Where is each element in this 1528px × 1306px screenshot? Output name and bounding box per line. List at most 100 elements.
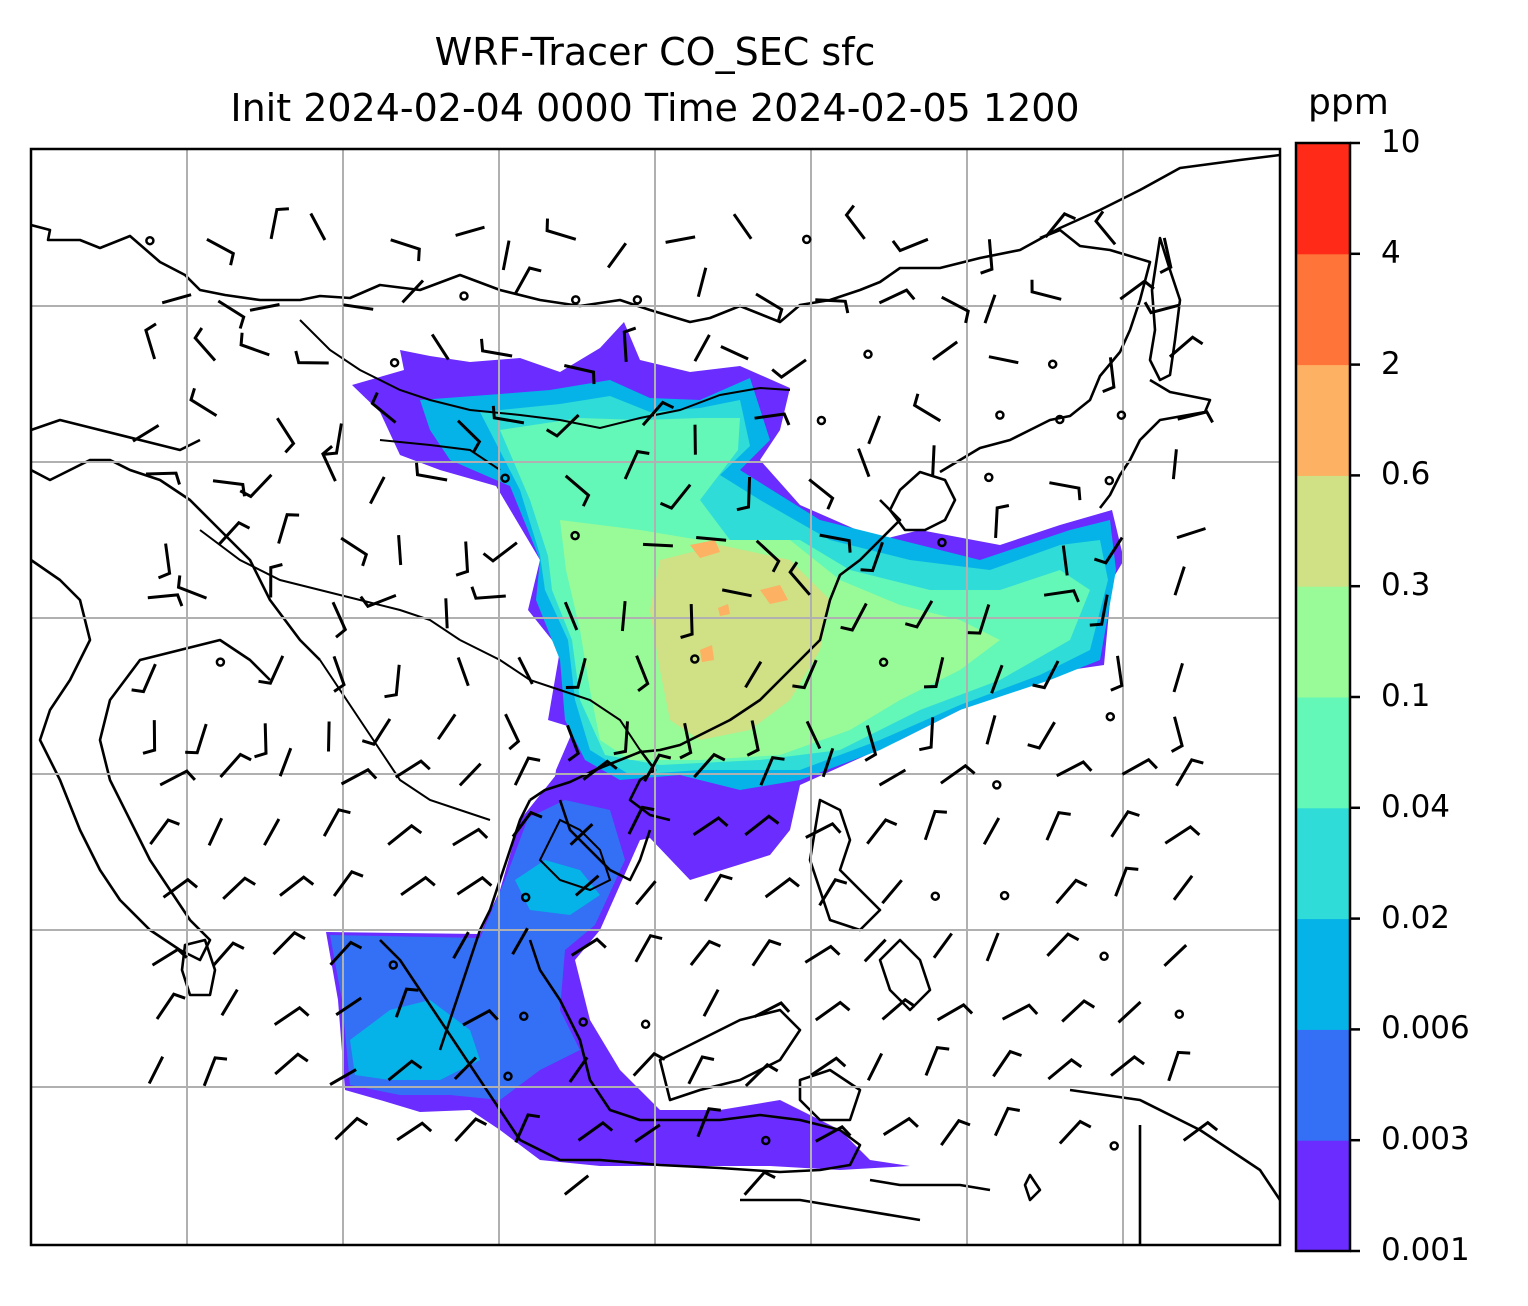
- wind-barb: [632, 1051, 666, 1077]
- wind-barb: [147, 1056, 165, 1085]
- wind-barb: [635, 880, 657, 906]
- wind-barb: [878, 288, 916, 305]
- wind-barb: [444, 598, 449, 629]
- wind-barb: [329, 1068, 357, 1086]
- wind-barb: [635, 655, 650, 692]
- wind-barb: [736, 476, 752, 512]
- wind-barb: [904, 600, 934, 629]
- wind-barb: [566, 724, 581, 762]
- wind-barb: [840, 602, 868, 632]
- wind-barb: [582, 759, 618, 781]
- wind-barb: [1061, 545, 1069, 576]
- wind-barb: [332, 655, 346, 693]
- wind-barb: [455, 541, 470, 577]
- wind-barb: [269, 563, 283, 598]
- wind-barb: [994, 504, 1010, 538]
- colorbar-unit-label: ppm: [1308, 82, 1389, 123]
- wind-barb: [329, 940, 363, 966]
- wind-barb: [480, 338, 513, 358]
- wind-barb: [452, 931, 470, 959]
- wind-barb: [771, 358, 807, 379]
- wind-barb: [659, 483, 692, 510]
- wind-barb: [642, 542, 673, 548]
- wind-barb: [563, 364, 596, 385]
- wind-barb: [545, 218, 577, 241]
- wind-barb: [988, 355, 1019, 365]
- wind-barb: [1110, 655, 1124, 692]
- wind-barb: [1173, 566, 1186, 596]
- wind-barb: [693, 752, 726, 779]
- wind-barb: [891, 237, 929, 253]
- wind-barbs: [131, 204, 1219, 1196]
- wind-barb: [340, 767, 378, 786]
- wind-barb: [692, 816, 729, 837]
- wind-barb: [764, 877, 800, 899]
- wind-barb: [577, 1121, 614, 1142]
- wind-barb: [693, 334, 711, 362]
- wind-barb: [390, 238, 421, 262]
- wind-barb: [1182, 1120, 1219, 1142]
- wind-barb: [759, 755, 785, 786]
- colorbar-tick-label: 0.006: [1381, 1010, 1470, 1047]
- colorbar-tick-label: 10: [1381, 124, 1421, 160]
- wind-barb: [1171, 449, 1178, 480]
- wind-barb: [370, 391, 397, 424]
- wind-barb: [1175, 758, 1204, 787]
- wind-barb: [687, 1055, 715, 1085]
- wind-barb: [912, 393, 942, 423]
- calm-wind-marker: [632, 295, 643, 305]
- map-gridlines: [31, 149, 1280, 1245]
- wind-barb: [1167, 1050, 1191, 1082]
- wind-barb: [1176, 527, 1206, 540]
- colorbar-segment: [1296, 143, 1350, 255]
- wind-barb: [149, 818, 180, 845]
- calm-wind-marker: [761, 1135, 771, 1146]
- wind-barb: [641, 400, 675, 427]
- colorbar-segment: [1296, 697, 1350, 809]
- calm-wind-marker: [389, 357, 400, 368]
- colorbar-segment: [1296, 1029, 1350, 1141]
- wind-barb: [866, 1052, 884, 1081]
- wind-barb: [857, 448, 871, 478]
- wind-barb: [222, 876, 256, 900]
- wind-barb: [818, 878, 848, 907]
- wind-barb: [207, 817, 224, 847]
- wind-barb: [821, 747, 835, 778]
- wind-barb: [985, 714, 997, 745]
- wind-barb: [1121, 757, 1158, 776]
- wind-barb: [462, 1008, 499, 1027]
- wind-barb: [294, 350, 329, 365]
- wind-barb: [634, 1123, 661, 1143]
- wind-barb: [882, 1116, 919, 1136]
- wind-barb: [202, 1056, 228, 1087]
- wind-barb: [142, 720, 157, 755]
- wind-barb: [276, 417, 296, 454]
- wind-barb: [1119, 279, 1155, 301]
- wind-barb: [387, 1059, 423, 1082]
- wind-barb: [936, 1003, 974, 1022]
- colorbar-segment: [1296, 475, 1350, 587]
- calm-wind-marker: [1055, 414, 1065, 425]
- wind-barb: [1110, 810, 1140, 838]
- calm-wind-marker: [500, 473, 510, 483]
- wind-barb: [335, 996, 363, 1016]
- calm-wind-marker: [520, 892, 531, 903]
- wind-barb: [1094, 210, 1117, 246]
- wind-barb: [755, 539, 781, 573]
- wind-barb: [940, 295, 970, 324]
- wind-barb: [514, 1113, 541, 1144]
- wind-barb: [878, 768, 907, 787]
- wind-barb: [622, 326, 637, 362]
- calm-wind-marker: [459, 291, 469, 301]
- wind-barb: [643, 753, 672, 783]
- wind-barb: [744, 660, 763, 689]
- wind-barb: [482, 541, 518, 563]
- wind-barb: [1043, 589, 1080, 603]
- wind-barb: [309, 212, 327, 241]
- calm-wind-marker: [388, 960, 399, 970]
- wind-barb: [563, 601, 579, 631]
- colorbar-tick-label: 0.003: [1381, 1121, 1470, 1158]
- wind-barb: [145, 471, 181, 485]
- wind-barb: [1102, 357, 1116, 393]
- wind-barb: [923, 656, 945, 689]
